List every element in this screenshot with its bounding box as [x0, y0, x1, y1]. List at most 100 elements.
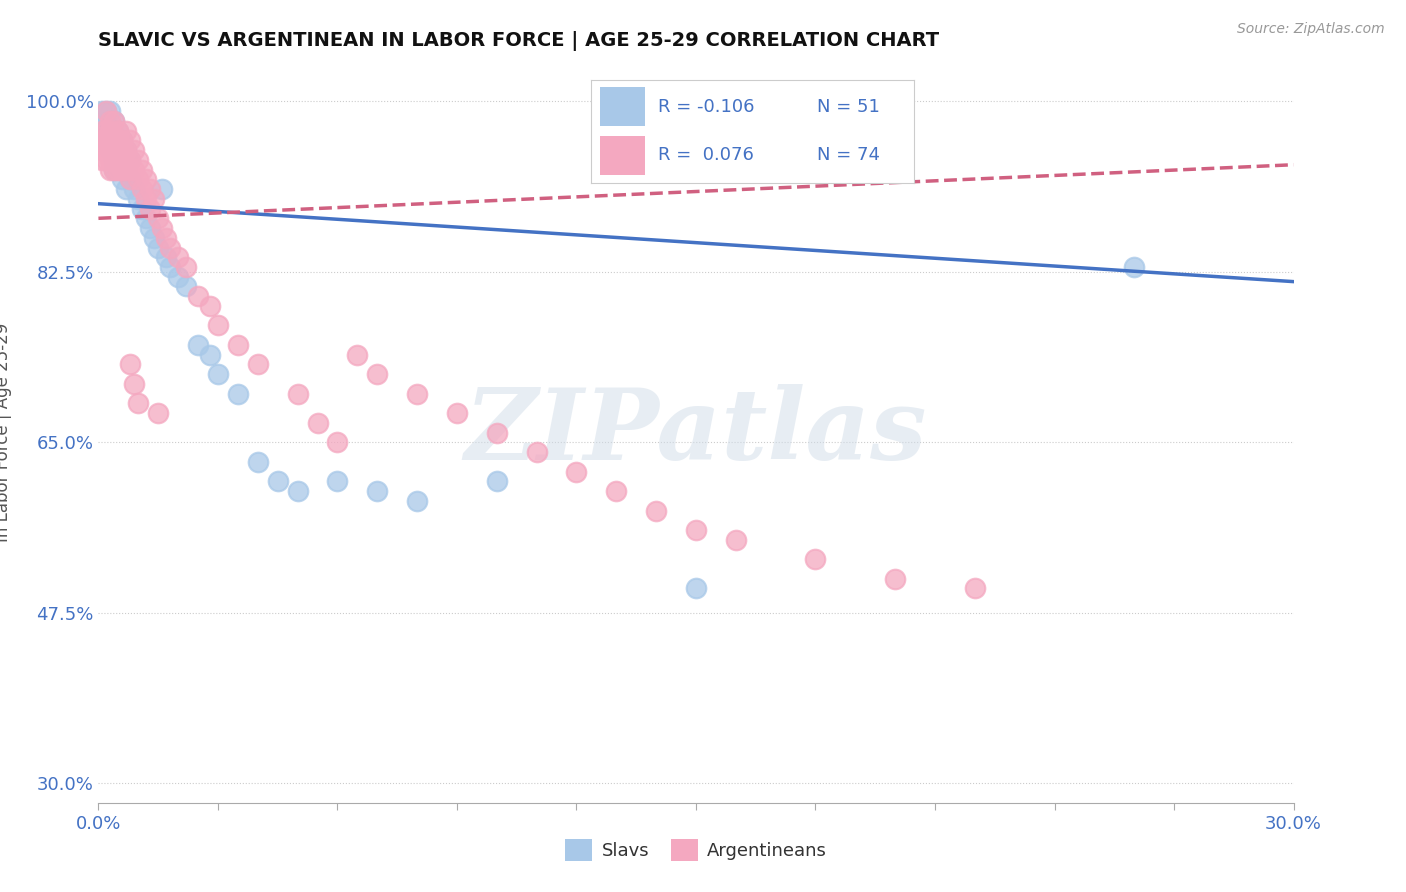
Point: [91, 123, 114, 137]
Point: [139, 221, 162, 235]
Point: [91, 114, 114, 128]
Text: R = -0.106: R = -0.106: [658, 98, 755, 116]
Point: [127, 172, 149, 186]
Point: [91, 123, 114, 137]
Point: [135, 172, 157, 186]
FancyBboxPatch shape: [600, 87, 645, 127]
Point: [565, 465, 588, 479]
Legend: Slavs, Argentineans: Slavs, Argentineans: [558, 831, 834, 868]
Point: [120, 172, 142, 186]
Point: [124, 143, 146, 157]
Point: [804, 552, 827, 566]
Point: [120, 153, 142, 167]
Point: [346, 348, 368, 362]
Point: [148, 211, 170, 226]
Point: [1123, 260, 1146, 274]
Point: [226, 338, 249, 352]
Point: [605, 484, 627, 499]
Point: [96, 123, 118, 137]
FancyBboxPatch shape: [600, 136, 645, 175]
Point: [645, 503, 668, 517]
Y-axis label: In Labor Force | Age 25-29: In Labor Force | Age 25-29: [0, 323, 11, 542]
Point: [91, 153, 114, 167]
Point: [124, 376, 146, 391]
Point: [103, 153, 125, 167]
Point: [115, 143, 138, 157]
Point: [103, 133, 125, 147]
Point: [167, 269, 190, 284]
Point: [98, 143, 122, 157]
Point: [207, 367, 229, 381]
Point: [96, 123, 118, 137]
Point: [111, 153, 134, 167]
Point: [135, 192, 157, 206]
Point: [107, 133, 129, 147]
Point: [246, 455, 269, 469]
Point: [98, 162, 122, 177]
Point: [98, 133, 122, 147]
Point: [135, 211, 157, 226]
Point: [120, 172, 142, 186]
Point: [131, 202, 153, 216]
Point: [150, 221, 173, 235]
Point: [96, 104, 118, 119]
Point: [406, 386, 429, 401]
Point: [103, 143, 125, 157]
Point: [96, 133, 118, 147]
Point: [131, 162, 153, 177]
Point: [103, 114, 125, 128]
Point: [131, 182, 153, 196]
Point: [724, 533, 747, 547]
Point: [98, 153, 122, 167]
Point: [96, 114, 118, 128]
Point: [366, 484, 388, 499]
Point: [226, 386, 249, 401]
Point: [107, 162, 129, 177]
Point: [98, 104, 122, 119]
Point: [107, 153, 129, 167]
Point: [96, 143, 118, 157]
Point: [198, 299, 221, 313]
Point: [148, 406, 170, 420]
Point: [287, 386, 309, 401]
Point: [115, 162, 138, 177]
Point: [107, 153, 129, 167]
Point: [155, 231, 177, 245]
Text: Source: ZipAtlas.com: Source: ZipAtlas.com: [1237, 22, 1385, 37]
Point: [111, 162, 134, 177]
Point: [485, 475, 508, 489]
Text: N = 74: N = 74: [817, 146, 880, 164]
Point: [120, 358, 142, 372]
Point: [685, 523, 707, 537]
Point: [96, 104, 118, 119]
Point: [685, 582, 707, 596]
Point: [98, 123, 122, 137]
Point: [167, 250, 190, 264]
Point: [107, 123, 129, 137]
Point: [526, 445, 548, 459]
Point: [326, 475, 349, 489]
Point: [103, 133, 125, 147]
Point: [107, 123, 129, 137]
Point: [127, 192, 149, 206]
Point: [159, 240, 181, 255]
Point: [124, 162, 146, 177]
Point: [91, 133, 114, 147]
Point: [103, 162, 125, 177]
Point: [98, 114, 122, 128]
Point: [446, 406, 468, 420]
Point: [103, 162, 125, 177]
Point: [111, 172, 134, 186]
Point: [326, 435, 349, 450]
Point: [198, 348, 221, 362]
Point: [246, 358, 269, 372]
Point: [111, 133, 134, 147]
Point: [103, 114, 125, 128]
Text: R =  0.076: R = 0.076: [658, 146, 754, 164]
Text: N = 51: N = 51: [817, 98, 880, 116]
Point: [143, 192, 166, 206]
Point: [139, 182, 162, 196]
Point: [174, 279, 197, 293]
Point: [150, 182, 173, 196]
Point: [127, 153, 149, 167]
